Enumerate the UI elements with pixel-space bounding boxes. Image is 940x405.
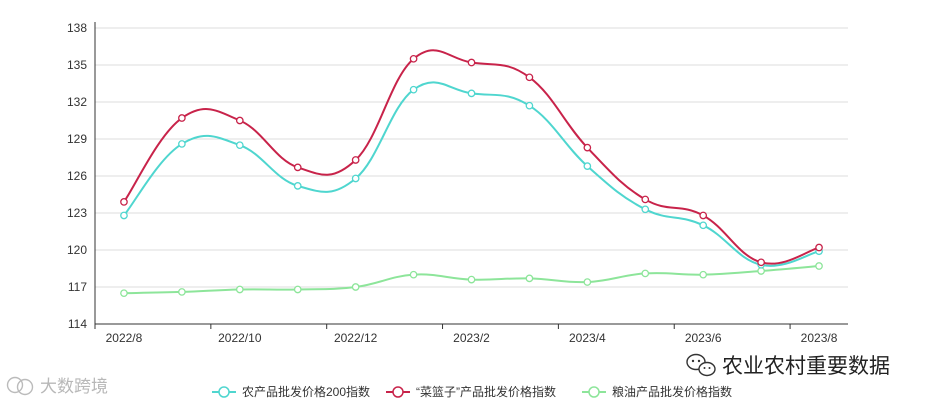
watermarks: 农业农村重要数据 大数跨境: [6, 353, 890, 397]
x-tick-label: 2023/8: [801, 331, 838, 345]
legend: 农产品批发价格200指数 “菜篮子”产品批发价格指数 粮油产品批发价格指数: [212, 384, 732, 399]
y-tick-label: 135: [67, 58, 87, 72]
data-point: [467, 58, 476, 67]
data-point: [235, 141, 244, 150]
y-tick-label: 132: [67, 95, 87, 109]
data-point: [757, 258, 765, 267]
series-lines: [120, 49, 823, 298]
data-point: [583, 278, 592, 286]
x-tick-label: 2022/10: [218, 331, 262, 345]
y-tick-label: 138: [67, 21, 87, 35]
y-tick-label: 114: [68, 317, 87, 331]
data-point: [409, 270, 418, 279]
x-tick-label: 2023/2: [453, 331, 490, 345]
y-tick-label: 120: [67, 243, 87, 257]
grid-lines: [95, 27, 848, 288]
data-point: [641, 195, 650, 204]
data-point: [525, 101, 534, 110]
data-point: [583, 162, 592, 170]
y-tick-label: 123: [67, 206, 87, 220]
series-line: [123, 81, 820, 267]
data-point: [293, 182, 302, 190]
data-point: [178, 114, 186, 122]
data-point: [757, 267, 765, 275]
legend-swatch-marker: [392, 386, 404, 398]
data-point: [120, 289, 128, 298]
watermark-left: 大数跨境: [40, 377, 108, 397]
data-point: [409, 85, 418, 94]
wechat-icon: [686, 353, 716, 377]
y-tick-label: 126: [67, 169, 87, 183]
data-point: [178, 140, 186, 148]
data-point: [699, 211, 708, 220]
legend-label: “菜篮子”产品批发价格指数: [416, 384, 556, 399]
x-tick-label: 2023/4: [569, 331, 606, 345]
data-point: [235, 285, 244, 294]
data-point: [815, 262, 823, 270]
data-point: [815, 243, 823, 252]
x-tick-label: 2022/8: [106, 331, 143, 345]
data-point: [351, 174, 360, 183]
data-point: [120, 198, 128, 206]
x-tick-label: 2023/6: [685, 331, 722, 345]
legend-swatch-marker: [218, 386, 230, 398]
data-point: [699, 270, 708, 279]
legend-swatch-marker: [588, 386, 600, 398]
data-point: [699, 221, 708, 230]
x-tick-label: 2022/12: [334, 331, 378, 345]
data-point: [583, 143, 592, 152]
data-point: [525, 73, 534, 82]
y-tick-label: 117: [68, 280, 87, 294]
watermark-right: 农业农村重要数据: [722, 354, 890, 378]
legend-label: 农产品批发价格200指数: [242, 384, 370, 399]
data-point: [467, 275, 476, 284]
data-point: [409, 54, 418, 63]
data-point: [235, 116, 244, 125]
data-point: [641, 205, 650, 214]
data-point: [120, 211, 128, 220]
data-point: [293, 163, 302, 172]
data-point: [467, 89, 476, 98]
y-tick-label: 129: [67, 132, 87, 146]
brand-logo-icon: [6, 376, 34, 396]
data-point: [351, 283, 360, 291]
data-point: [525, 274, 534, 283]
axes: 114 117 120 123 126 129 132 135 138 2022/8 2022/10…: [67, 21, 848, 345]
data-point: [293, 285, 302, 294]
data-point: [178, 288, 186, 296]
legend-label: 粮油产品批发价格指数: [612, 384, 732, 399]
data-point: [641, 269, 650, 278]
data-point: [351, 156, 360, 164]
